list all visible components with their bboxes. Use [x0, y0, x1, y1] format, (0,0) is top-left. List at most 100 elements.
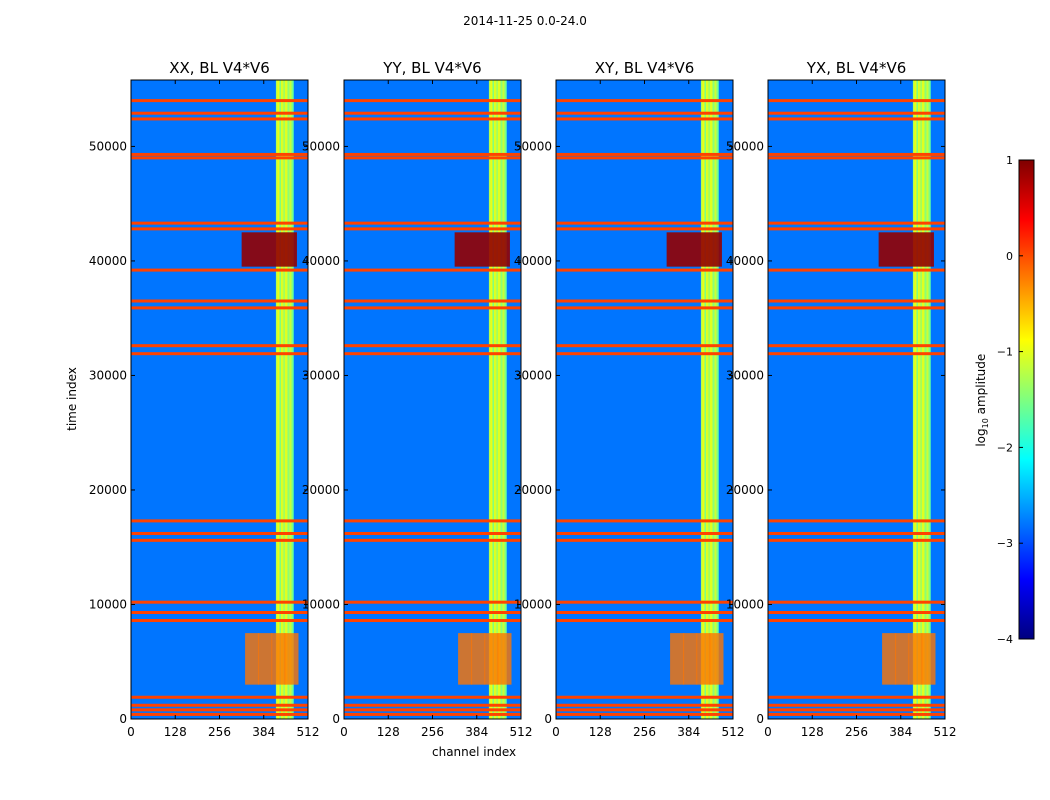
strong-emission-block [454, 232, 510, 267]
colorbar-label: log10 amplitude [973, 353, 991, 447]
emission-blob [882, 633, 897, 685]
colorbar-tick-label: −3 [997, 537, 1013, 550]
x-tick-label: 256 [421, 725, 444, 739]
flagged-row [344, 227, 521, 231]
flagged-row [556, 99, 733, 103]
flagged-row [344, 531, 521, 535]
flagged-row [344, 538, 521, 542]
y-tick-label: 40000 [726, 254, 764, 268]
strong-emission-block [241, 232, 297, 267]
flagged-row [768, 712, 945, 716]
emission-blob [908, 633, 923, 685]
flagged-row [768, 306, 945, 310]
x-tick-label: 0 [340, 725, 348, 739]
heatmap-panel-2: 0 128 256 384 512 0 10000 20000 30000 40000 50000 [514, 79, 744, 739]
x-tick-label: 128 [164, 725, 187, 739]
y-tick-label: 20000 [302, 483, 340, 497]
flagged-row [556, 712, 733, 716]
flagged-row [344, 111, 521, 115]
x-tick-label: 256 [845, 725, 868, 739]
flagged-row [556, 611, 733, 614]
x-tick-label: 256 [633, 725, 656, 739]
emission-blob [471, 633, 486, 685]
colorbar-tick-label: −2 [997, 441, 1013, 454]
flagged-row [344, 99, 521, 103]
y-tick-label: 20000 [514, 483, 552, 497]
flagged-row [556, 227, 733, 231]
strong-emission-block [666, 232, 722, 267]
flagged-row [556, 306, 733, 310]
figure-title: 2014-11-25 0.0-24.0 [463, 14, 587, 28]
flagged-row [131, 600, 308, 604]
flagged-row [768, 152, 945, 156]
y-tick-label: 40000 [514, 254, 552, 268]
flagged-row [556, 268, 733, 272]
flagged-row [344, 611, 521, 614]
flagged-row [131, 306, 308, 310]
flagged-row [344, 152, 521, 156]
flagged-row [344, 268, 521, 272]
panel-title-xx: XX, BL V4*V6 [169, 59, 270, 77]
flagged-row [131, 695, 308, 699]
y-tick-label: 30000 [302, 368, 340, 382]
heatmap-panel-0: 0 128 256 384 512 0 10000 20000 30000 40000 50000 [89, 79, 319, 739]
flagged-row [768, 117, 945, 121]
emission-blob [895, 633, 910, 685]
flagged-row [131, 611, 308, 614]
flagged-row [344, 156, 521, 160]
flagged-row [768, 531, 945, 535]
flagged-row [344, 695, 521, 699]
colorbar [1018, 159, 1035, 640]
flagged-row [344, 306, 521, 310]
signal-band [878, 80, 934, 719]
y-tick-label: 40000 [302, 254, 340, 268]
flagged-row [131, 156, 308, 160]
y-tick-label: 10000 [514, 597, 552, 611]
flagged-row [768, 268, 945, 272]
y-tick-label: 0 [332, 712, 340, 726]
signal-band [666, 80, 722, 719]
flagged-row [768, 538, 945, 542]
flagged-row [344, 117, 521, 121]
strong-emission-block [878, 232, 934, 267]
x-axis-label: channel index [432, 745, 517, 759]
y-tick-label: 10000 [302, 597, 340, 611]
flagged-row [131, 712, 308, 716]
flagged-row [768, 227, 945, 231]
emission-blob [709, 633, 724, 685]
flagged-row [556, 538, 733, 542]
flagged-row [768, 99, 945, 103]
y-tick-label: 20000 [726, 483, 764, 497]
flagged-row [131, 227, 308, 231]
panel-title-xy: XY, BL V4*V6 [594, 59, 695, 77]
flagged-row [131, 221, 308, 225]
y-tick-label: 0 [756, 712, 764, 726]
flagged-row [131, 152, 308, 156]
emission-blob [683, 633, 698, 685]
flagged-row [344, 344, 521, 348]
panel-title-yy: YY, BL V4*V6 [383, 59, 482, 77]
emission-blob [670, 633, 685, 685]
flagged-row [768, 156, 945, 160]
flagged-row [768, 695, 945, 699]
flagged-row [131, 99, 308, 103]
flagged-row [556, 708, 733, 712]
flagged-row [556, 221, 733, 225]
x-tick-label: 384 [252, 725, 275, 739]
x-tick-label: 0 [127, 725, 135, 739]
flagged-row [131, 531, 308, 535]
y-axis-label: time index [65, 367, 79, 431]
x-tick-label: 128 [589, 725, 612, 739]
x-tick-label: 512 [510, 725, 533, 739]
y-tick-label: 30000 [514, 368, 552, 382]
x-tick-label: 256 [208, 725, 231, 739]
flagged-row [556, 695, 733, 699]
flagged-row [556, 519, 733, 523]
flagged-row [768, 299, 945, 303]
x-tick-label: 0 [764, 725, 772, 739]
flagged-row [344, 519, 521, 523]
y-tick-label: 20000 [89, 483, 127, 497]
flagged-row [556, 600, 733, 604]
flagged-row [556, 117, 733, 121]
